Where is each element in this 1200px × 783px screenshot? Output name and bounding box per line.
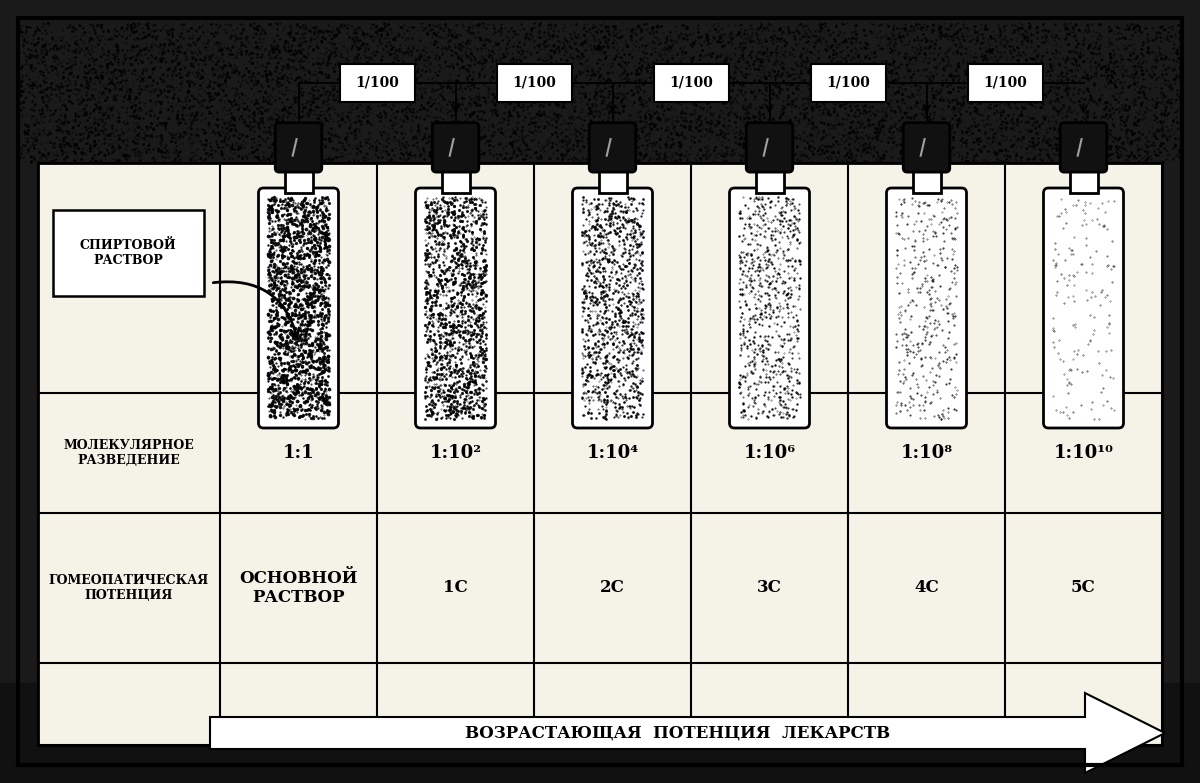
Text: МОЛЕКУЛЯРНОЕ
РАЗВЕДЕНИЕ: МОЛЕКУЛЯРНОЕ РАЗВЕДЕНИЕ [64,439,194,467]
Text: 1:10¹⁰: 1:10¹⁰ [1054,444,1114,462]
FancyBboxPatch shape [275,123,322,172]
Bar [1069,163,1098,193]
Text: 1C: 1C [443,579,468,597]
FancyBboxPatch shape [340,64,414,102]
Text: 2C: 2C [600,579,625,597]
Text: 1:10⁴: 1:10⁴ [587,444,638,462]
FancyBboxPatch shape [810,64,886,102]
FancyBboxPatch shape [572,188,653,428]
Text: (H₂O): (H₂O) [593,131,632,145]
Text: 3C: 3C [757,579,782,597]
Text: 1:1: 1:1 [283,444,314,462]
FancyBboxPatch shape [589,123,636,172]
Bar [912,163,941,193]
FancyBboxPatch shape [967,64,1043,102]
Text: ВОЗРАСТАЮЩАЯ  ПОТЕНЦИЯ  ЛЕКАРСТВ: ВОЗРАСТАЮЩАЯ ПОТЕНЦИЯ ЛЕКАРСТВ [464,724,890,742]
FancyBboxPatch shape [654,64,728,102]
Text: (H₂O): (H₂O) [906,131,947,145]
Polygon shape [210,693,1165,773]
Text: (H₂O): (H₂O) [1063,131,1104,145]
Bar [284,163,312,193]
Bar [0,683,1200,783]
Text: 1/100: 1/100 [512,76,556,90]
FancyBboxPatch shape [432,123,479,172]
FancyBboxPatch shape [258,188,338,428]
Text: 1/100: 1/100 [983,76,1027,90]
Text: 1:10⁶: 1:10⁶ [744,444,796,462]
Text: (H₂O): (H₂O) [750,131,790,145]
Bar [599,163,626,193]
Text: 4C: 4C [914,579,938,597]
Text: 1:10²: 1:10² [430,444,481,462]
FancyBboxPatch shape [730,188,810,428]
Text: 1/100: 1/100 [670,76,713,90]
FancyBboxPatch shape [53,210,204,296]
Bar [442,163,469,193]
Bar [756,163,784,193]
Text: ОСНОВНОЙ
РАСТВОР: ОСНОВНОЙ РАСТВОР [239,570,358,606]
FancyBboxPatch shape [904,123,949,172]
FancyBboxPatch shape [1044,188,1123,428]
Text: ГОМЕОПАТИЧЕСКАЯ
ПОТЕНЦИЯ: ГОМЕОПАТИЧЕСКАЯ ПОТЕНЦИЯ [49,574,209,602]
FancyBboxPatch shape [1061,123,1106,172]
Text: 1:10⁸: 1:10⁸ [900,444,953,462]
Text: 1/100: 1/100 [826,76,870,90]
FancyBboxPatch shape [746,123,793,172]
FancyBboxPatch shape [497,64,571,102]
Bar [38,163,1162,745]
Text: 5C: 5C [1072,579,1096,597]
FancyBboxPatch shape [415,188,496,428]
Text: СПИРТОВОЙ
РАСТВОР: СПИРТОВОЙ РАСТВОР [79,239,176,267]
FancyBboxPatch shape [887,188,966,428]
Text: 1/100: 1/100 [355,76,398,90]
Text: (H₂O): (H₂O) [436,131,475,145]
